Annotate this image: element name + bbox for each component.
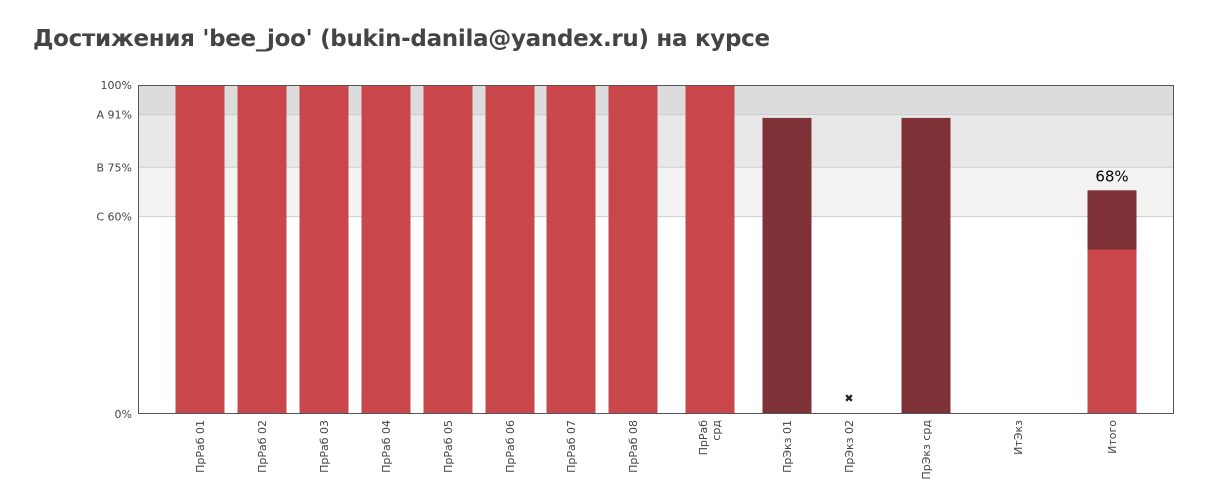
x-tick-label-text: ПрРаб 05 — [442, 420, 455, 473]
missing-value-marker: ✖ — [844, 392, 853, 405]
x-tick-label: ПрРаб 03 — [318, 420, 331, 473]
x-tick-label: ПрРаб 04 — [380, 420, 393, 473]
x-tick-label-text: ПрРаб 01 — [194, 420, 207, 473]
x-tick-label-line: ПрРаб — [697, 420, 710, 456]
x-tick-label-text: ПрЭкз 02 — [843, 420, 856, 473]
plot-frame — [138, 85, 1174, 414]
y-tick-label: 100% — [101, 79, 132, 92]
bar — [361, 85, 411, 414]
x-tick-label: ПрРаб 07 — [565, 420, 578, 473]
x-tick-label: ПрРаб 02 — [256, 420, 269, 473]
x-tick-label-text: ПрРаб 04 — [380, 420, 393, 473]
x-tick-label: Итого — [1106, 420, 1119, 454]
x-tick-label-line: срд — [710, 420, 723, 441]
x-tick-label: ПрРаб срд — [697, 420, 723, 456]
bar-segment — [1087, 190, 1137, 250]
bar — [762, 117, 812, 415]
bar — [237, 85, 287, 414]
x-tick-label: ПрЭкз 02 — [843, 420, 856, 473]
x-tick-label-text: ПрЭкз 01 — [781, 420, 794, 473]
x-tick-label-text: ПрЭкз срд — [920, 420, 933, 480]
x-tick-label: ПрЭкз срд — [920, 420, 933, 480]
total-value-label: 68% — [1095, 167, 1128, 185]
x-tick-label-text: Итого — [1106, 420, 1119, 454]
bar — [608, 85, 658, 414]
bar — [685, 85, 735, 414]
bar — [901, 117, 951, 415]
bar — [485, 85, 535, 414]
x-tick-label: ИтЭкз — [1012, 420, 1025, 455]
bar — [175, 85, 225, 414]
bar — [546, 85, 596, 414]
page-title: Достижения 'bee_joo' (bukin-danila@yande… — [33, 26, 770, 52]
y-tick-label: C 60% — [96, 211, 132, 224]
x-tick-label-text: ПрРаб 02 — [256, 420, 269, 473]
y-tick-label: 0% — [115, 408, 132, 421]
x-tick-label-text: ПрРаб 03 — [318, 420, 331, 473]
bar — [423, 85, 473, 414]
x-tick-label-text: ПрРаб 06 — [504, 420, 517, 473]
bar-segment — [1087, 249, 1137, 414]
x-tick-label: ПрЭкз 01 — [781, 420, 794, 473]
y-tick-label: A 91% — [97, 109, 132, 122]
bar — [299, 85, 349, 414]
x-tick-label: ПрРаб 05 — [442, 420, 455, 473]
x-tick-label: ПрРаб 01 — [194, 420, 207, 473]
x-tick-label-text: ПрРаб 07 — [565, 420, 578, 473]
x-tick-label-text: ПрРаб 08 — [627, 420, 640, 473]
y-tick-label: B 75% — [97, 161, 133, 174]
x-tick-label: ПрРаб 08 — [627, 420, 640, 473]
x-tick-label: ПрРаб 06 — [504, 420, 517, 473]
x-tick-label-text: ИтЭкз — [1012, 420, 1025, 455]
